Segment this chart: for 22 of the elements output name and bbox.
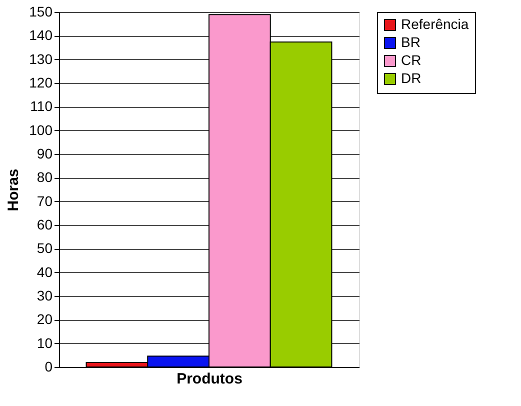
y-tick-label: 80 [36,169,53,186]
y-tick-label: 100 [29,122,53,138]
legend-label: CR [401,52,422,68]
y-axis-title: Horas [5,168,22,212]
y-tick-label: 130 [29,50,53,67]
y-tick-label: 30 [36,288,53,304]
y-tick-label: 150 [29,4,53,20]
legend-label: DR [401,70,422,86]
y-tick-label: 70 [36,192,53,209]
y-tick-label: 0 [44,358,53,374]
legend-label: Referência [401,16,469,32]
y-tick-label: 60 [36,216,53,232]
y-tick-label: 140 [29,27,53,44]
y-tick-label: 90 [36,146,53,162]
y-tick-label: 40 [36,264,53,280]
y-tick-label: 120 [29,74,53,90]
y-tick-label: 110 [30,98,53,114]
x-axis-title: Produtos [176,370,242,388]
y-tick-label: 50 [36,240,53,256]
legend-label: BR [401,34,420,50]
y-tick-label: 10 [36,334,53,351]
y-tick-label: 20 [36,311,53,328]
